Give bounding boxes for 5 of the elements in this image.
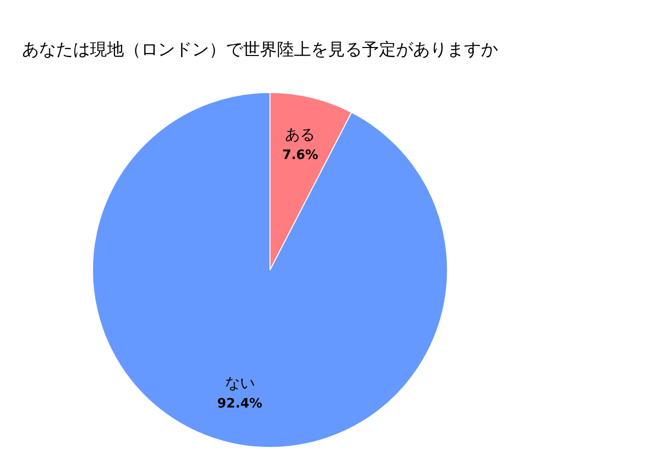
data-label: 7.6% [282,148,318,164]
data-label: 92.4% [217,396,262,412]
chart-title: あなたは現地（ロンドン）で世界陸上を見る予定がありますか [22,39,498,61]
slice-label: ない [224,374,255,392]
slice-label: ある [285,126,316,144]
